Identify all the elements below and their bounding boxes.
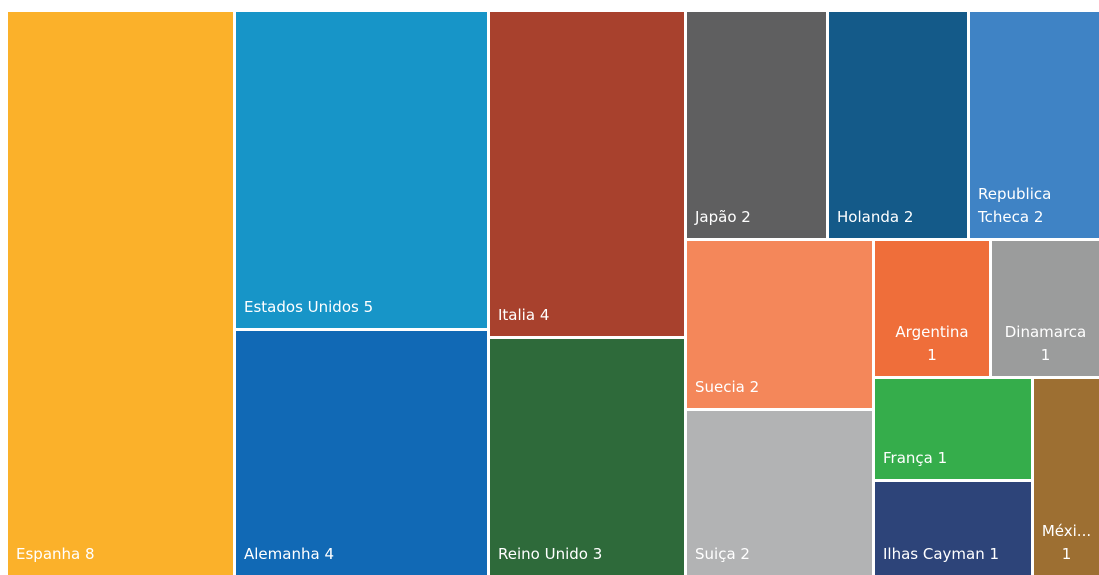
value-label: 2 bbox=[903, 208, 914, 226]
value-label: 4 bbox=[539, 306, 550, 324]
cell-label: Suecia 2 bbox=[695, 376, 868, 399]
category-label: Reino Unido bbox=[498, 545, 588, 563]
treemap-cell: Espanha 8 bbox=[8, 12, 233, 575]
treemap-cell: França 1 bbox=[875, 379, 1031, 479]
category-label: Méxi... bbox=[1041, 522, 1092, 540]
cell-label: Italia 4 bbox=[498, 304, 680, 327]
category-label: Estados Unidos bbox=[244, 298, 359, 316]
cell-label: Reino Unido 3 bbox=[498, 543, 680, 566]
category-label: Italia bbox=[498, 306, 536, 324]
cell-label: Suiça 2 bbox=[695, 543, 868, 566]
cell-label: Méxi... 1 bbox=[1038, 520, 1095, 566]
treemap-cell: Suiça 2 bbox=[687, 411, 872, 575]
cell-label: Alemanha 4 bbox=[244, 543, 483, 566]
cell-label: Dinamarca 1 bbox=[996, 321, 1095, 367]
cell-label: França 1 bbox=[883, 447, 1027, 470]
treemap-cell: Alemanha 4 bbox=[236, 331, 487, 575]
value-label: 3 bbox=[592, 545, 603, 563]
category-label: Argentina bbox=[895, 323, 969, 341]
value-label: 2 bbox=[749, 378, 760, 396]
value-label: 2 bbox=[1033, 208, 1044, 226]
treemap-cell: Japão 2 bbox=[687, 12, 826, 238]
category-label: Suecia bbox=[695, 378, 745, 396]
category-label: Ilhas Cayman bbox=[883, 545, 985, 563]
value-label: 1 bbox=[989, 545, 1000, 563]
cell-label: Estados Unidos 5 bbox=[244, 296, 483, 319]
category-label: Dinamarca bbox=[1004, 323, 1087, 341]
value-label: 1 bbox=[937, 449, 948, 467]
treemap-cell: Méxi... 1 bbox=[1034, 379, 1099, 575]
value-label: 4 bbox=[324, 545, 334, 563]
treemap-cell: Republica Tcheca 2 bbox=[970, 12, 1099, 238]
value-label: 2 bbox=[741, 208, 751, 226]
treemap-cell: Italia 4 bbox=[490, 12, 684, 336]
value-label: 8 bbox=[85, 545, 95, 563]
category-label: Japão bbox=[695, 208, 737, 226]
category-label: Espanha bbox=[16, 545, 81, 563]
category-label: Suiça bbox=[695, 545, 736, 563]
treemap-cell: Ilhas Cayman 1 bbox=[875, 482, 1031, 575]
value-label: 1 bbox=[1040, 346, 1051, 364]
value-label: 1 bbox=[1061, 545, 1072, 563]
treemap-cell: Dinamarca 1 bbox=[992, 241, 1099, 376]
value-label: 1 bbox=[927, 346, 937, 364]
treemap-cell: Argentina 1 bbox=[875, 241, 989, 376]
treemap-cell: Estados Unidos 5 bbox=[236, 12, 487, 328]
category-label: Alemanha bbox=[244, 545, 320, 563]
category-label: Republica Tcheca bbox=[978, 185, 1052, 226]
category-label: França bbox=[883, 449, 933, 467]
treemap-cell: Suecia 2 bbox=[687, 241, 872, 408]
treemap-cell: Reino Unido 3 bbox=[490, 339, 684, 575]
cell-label: Holanda 2 bbox=[837, 206, 963, 229]
cell-label: Ilhas Cayman 1 bbox=[883, 543, 1027, 566]
treemap-cell: Holanda 2 bbox=[829, 12, 967, 238]
value-label: 2 bbox=[740, 545, 750, 563]
cell-label: Espanha 8 bbox=[16, 543, 229, 566]
cell-label: Argentina 1 bbox=[879, 321, 985, 367]
cell-label: Republica Tcheca 2 bbox=[978, 183, 1058, 229]
cell-label: Japão 2 bbox=[695, 206, 822, 229]
value-label: 5 bbox=[363, 298, 374, 316]
category-label: Holanda bbox=[837, 208, 900, 226]
